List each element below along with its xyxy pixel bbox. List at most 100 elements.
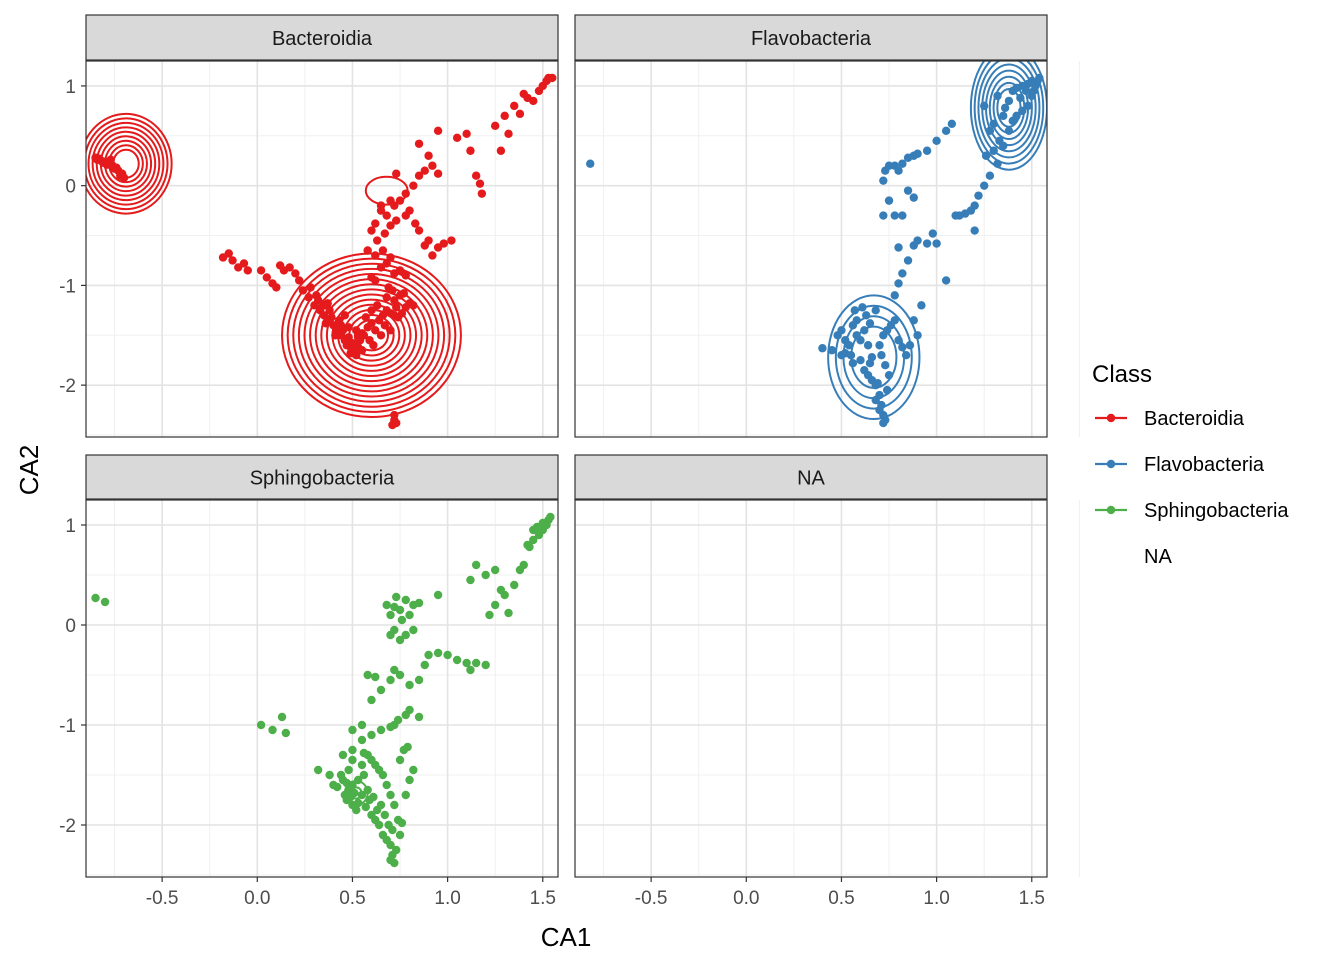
data-point bbox=[321, 319, 331, 328]
data-point bbox=[397, 309, 407, 318]
data-point bbox=[932, 136, 941, 145]
data-point bbox=[357, 346, 367, 355]
data-point bbox=[399, 289, 409, 298]
x-tick-label: 1.5 bbox=[530, 888, 556, 909]
data-point bbox=[999, 111, 1008, 121]
data-point bbox=[510, 580, 519, 590]
data-point bbox=[371, 672, 380, 682]
data-point bbox=[331, 331, 340, 340]
data-point bbox=[848, 358, 858, 368]
data-point bbox=[262, 273, 272, 282]
y-tick-label: -2 bbox=[59, 376, 76, 397]
data-point bbox=[471, 560, 481, 570]
grid bbox=[575, 500, 1080, 877]
data-point bbox=[371, 326, 380, 335]
data-point bbox=[827, 346, 837, 355]
density-contour bbox=[827, 294, 921, 421]
data-point bbox=[353, 798, 363, 808]
data-point bbox=[850, 306, 859, 315]
data-point bbox=[913, 331, 922, 340]
x-tick-label: 0.5 bbox=[828, 888, 854, 909]
facet-strip bbox=[574, 454, 1048, 500]
data-point bbox=[909, 316, 918, 325]
data-point bbox=[344, 323, 353, 332]
data-point bbox=[861, 311, 871, 320]
data-point bbox=[1027, 76, 1036, 86]
data-point bbox=[941, 276, 951, 285]
data-point bbox=[884, 370, 894, 380]
data-point bbox=[401, 630, 410, 640]
panel-content bbox=[86, 73, 557, 430]
data-point bbox=[879, 418, 888, 428]
data-point bbox=[342, 778, 351, 788]
data-point bbox=[336, 770, 346, 780]
data-point bbox=[409, 301, 418, 310]
data-point bbox=[239, 259, 249, 268]
data-point bbox=[395, 670, 405, 680]
data-point bbox=[390, 410, 399, 420]
data-point bbox=[363, 246, 372, 255]
data-point bbox=[359, 770, 369, 780]
legend-item: Bacteroidia bbox=[1095, 408, 1245, 430]
data-point bbox=[312, 291, 321, 300]
data-point bbox=[380, 321, 390, 330]
data-point bbox=[384, 283, 393, 292]
data-point bbox=[884, 196, 894, 205]
data-point bbox=[281, 728, 291, 738]
legend-item: Sphingobacteria bbox=[1095, 500, 1289, 522]
data-point bbox=[890, 316, 899, 325]
data-point bbox=[894, 336, 903, 345]
data-point bbox=[367, 730, 376, 740]
data-point bbox=[433, 169, 443, 178]
data-point bbox=[380, 810, 390, 820]
data-point bbox=[504, 608, 513, 618]
data-point bbox=[471, 658, 481, 668]
data-point bbox=[390, 269, 399, 278]
data-point bbox=[538, 518, 547, 528]
data-point bbox=[352, 805, 361, 815]
x-tick-label: 1.5 bbox=[1019, 888, 1045, 909]
facet-strip bbox=[85, 454, 559, 500]
data-point bbox=[1035, 73, 1044, 83]
y-axis-label: CA2 bbox=[14, 445, 44, 496]
data-point bbox=[917, 301, 926, 310]
facet-strip-label: NA bbox=[797, 468, 825, 490]
density-contour bbox=[969, 61, 1047, 171]
data-point bbox=[395, 196, 405, 205]
data-point bbox=[371, 276, 380, 285]
data-point bbox=[386, 855, 395, 865]
data-point bbox=[401, 189, 410, 198]
data-point bbox=[319, 311, 329, 320]
y-tick-label: 0 bbox=[65, 177, 76, 198]
data-point bbox=[586, 159, 595, 168]
data-point bbox=[386, 790, 395, 800]
data-point bbox=[333, 782, 342, 792]
density-contour bbox=[91, 126, 161, 202]
data-point bbox=[490, 600, 500, 610]
panel-content bbox=[586, 61, 1047, 428]
facet-panel: Sphingobacteria 1 0 -1 -2 -0.5 0.0 0.5 1.0 1.5 bbox=[59, 454, 591, 909]
data-point bbox=[350, 788, 359, 798]
data-point bbox=[932, 239, 941, 248]
data-point bbox=[243, 266, 252, 275]
data-point bbox=[858, 303, 867, 312]
data-point bbox=[515, 565, 525, 575]
x-tick-label: 0.0 bbox=[244, 888, 270, 909]
data-point bbox=[376, 800, 386, 810]
data-point bbox=[401, 790, 410, 800]
data-point bbox=[395, 605, 405, 615]
density-contour bbox=[320, 288, 423, 383]
density-contour bbox=[834, 304, 913, 410]
data-point bbox=[548, 73, 557, 83]
data-point bbox=[1004, 126, 1014, 136]
x-tick-label: 1.0 bbox=[434, 888, 460, 909]
data-point bbox=[439, 239, 449, 248]
data-point bbox=[392, 216, 401, 225]
data-point bbox=[409, 600, 418, 610]
data-point bbox=[352, 326, 361, 335]
data-point bbox=[433, 126, 443, 136]
data-point bbox=[357, 760, 367, 770]
panel-border bbox=[85, 60, 559, 438]
x-tick-label: 1.0 bbox=[923, 888, 949, 909]
data-point bbox=[1018, 106, 1027, 116]
